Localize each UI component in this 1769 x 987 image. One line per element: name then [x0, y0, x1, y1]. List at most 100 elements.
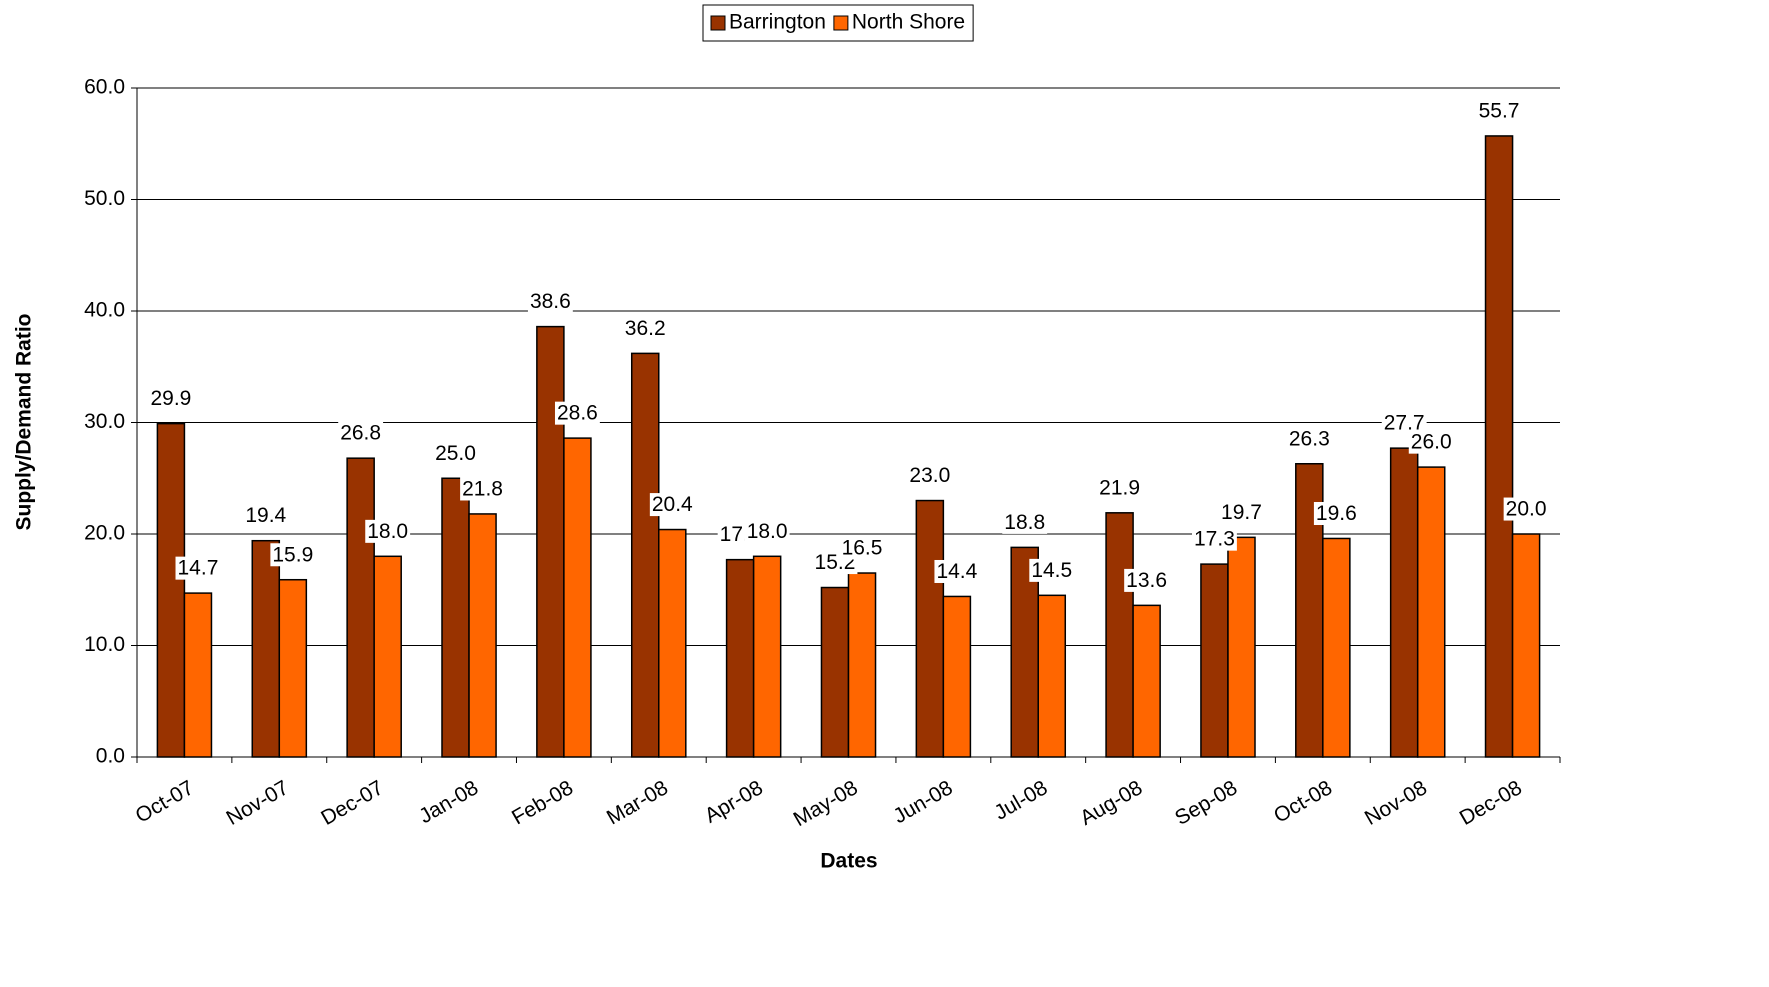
x-tick-label: Jul-08	[990, 776, 1051, 825]
data-label-bg	[1408, 430, 1454, 454]
bar	[468, 513, 497, 758]
data-label: 18.0	[367, 520, 408, 543]
data-label: 20.4	[652, 493, 693, 516]
y-tick-label: 0.0	[96, 745, 125, 768]
bar	[1227, 536, 1256, 758]
data-label-bg	[1313, 502, 1359, 526]
data-label-bg	[622, 316, 668, 340]
data-label-bg	[1219, 500, 1264, 524]
x-axis-title: Dates	[820, 850, 877, 873]
data-label-bg	[1002, 510, 1048, 534]
y-tick-label: 60.0	[84, 76, 125, 99]
data-label: 19.4	[245, 504, 286, 527]
data-label: 29.9	[150, 387, 191, 410]
data-label-bg	[1029, 558, 1075, 582]
legend-swatch	[710, 15, 726, 31]
y-axis-title: Supply/Demand Ratio	[13, 313, 36, 530]
data-label: 19.7	[1221, 501, 1262, 524]
bar	[820, 586, 850, 758]
bar	[942, 595, 972, 758]
x-tick-label: Feb-08	[508, 776, 577, 829]
x-tick-label: Jan-08	[415, 776, 482, 828]
data-label-bg	[1503, 497, 1549, 521]
x-tick-label: Mar-08	[603, 776, 672, 829]
data-label: 28.6	[557, 402, 598, 425]
data-label: 19.6	[1316, 502, 1357, 525]
data-label-bg	[460, 477, 505, 501]
data-label-bg	[1192, 527, 1237, 551]
data-label: 55.7	[1479, 99, 1520, 122]
x-tick-label: Oct-07	[132, 776, 198, 827]
y-tick-label: 40.0	[84, 299, 125, 322]
bar	[1132, 604, 1161, 758]
data-label: 17.3	[1194, 528, 1235, 551]
data-label-bg	[527, 290, 573, 314]
bar	[1200, 563, 1229, 758]
x-tick-label: Jun-08	[890, 776, 957, 828]
bar	[847, 572, 877, 758]
data-label: 15.9	[272, 543, 313, 566]
bar	[1511, 533, 1541, 758]
data-label: 14.5	[1031, 559, 1072, 582]
bar	[1037, 594, 1067, 758]
legend: Barrington North Shore	[702, 4, 974, 42]
data-label-bg	[175, 556, 221, 580]
data-label-bg	[1097, 476, 1143, 500]
data-label-bg	[554, 401, 600, 425]
bar	[1389, 447, 1419, 758]
data-label: 18.8	[1004, 511, 1045, 534]
y-tick-label: 50.0	[84, 187, 125, 210]
data-label-bg	[1286, 427, 1332, 451]
bar	[1322, 537, 1351, 758]
x-tick-label: Oct-08	[1270, 776, 1336, 827]
bar	[563, 437, 592, 758]
legend-swatch	[833, 15, 849, 31]
bar	[915, 499, 945, 758]
data-label-bg	[365, 519, 411, 543]
y-tick-label: 30.0	[84, 410, 125, 433]
data-label: 23.0	[909, 464, 950, 487]
bar	[346, 457, 375, 758]
data-label: 16.5	[842, 537, 883, 560]
x-tick-label: Sep-08	[1171, 776, 1241, 830]
bar	[752, 555, 782, 758]
data-label-bg	[839, 536, 885, 560]
bar	[536, 325, 565, 758]
data-label: 20.0	[1506, 498, 1547, 521]
y-tick-label: 20.0	[84, 522, 125, 545]
data-label-bg	[934, 559, 980, 583]
bar	[630, 352, 660, 758]
bar	[156, 422, 186, 758]
data-label-bg	[907, 464, 953, 488]
x-tick-label: Aug-08	[1076, 776, 1146, 830]
data-label-bg	[243, 504, 289, 528]
data-label: 14.4	[936, 560, 977, 583]
legend-label: Barrington	[729, 11, 826, 34]
x-tick-label: May-08	[790, 776, 862, 831]
data-label: 26.3	[1289, 427, 1330, 450]
bar	[251, 539, 281, 758]
data-label-bg	[744, 519, 790, 543]
x-tick-label: Dec-08	[1456, 776, 1526, 830]
data-label: 38.6	[530, 290, 571, 313]
data-label: 25.0	[435, 442, 476, 465]
bar	[1010, 546, 1039, 758]
data-label: 14.7	[178, 557, 219, 580]
data-label: 36.2	[625, 317, 666, 340]
bar	[183, 592, 213, 758]
data-label: 21.8	[462, 477, 503, 500]
data-label-bg	[649, 493, 696, 517]
bar	[725, 558, 755, 758]
x-tick-label: Nov-08	[1361, 776, 1431, 830]
data-label-bg	[1124, 568, 1170, 592]
legend-label: North Shore	[852, 11, 965, 34]
y-tick-label: 10.0	[84, 633, 125, 656]
x-tick-label: Nov-07	[222, 776, 292, 830]
data-label-bg	[433, 441, 478, 465]
bar	[658, 528, 687, 758]
bar	[373, 555, 402, 758]
bar	[441, 477, 470, 758]
data-label: 18.0	[747, 520, 788, 543]
data-label-bg	[1381, 411, 1427, 435]
